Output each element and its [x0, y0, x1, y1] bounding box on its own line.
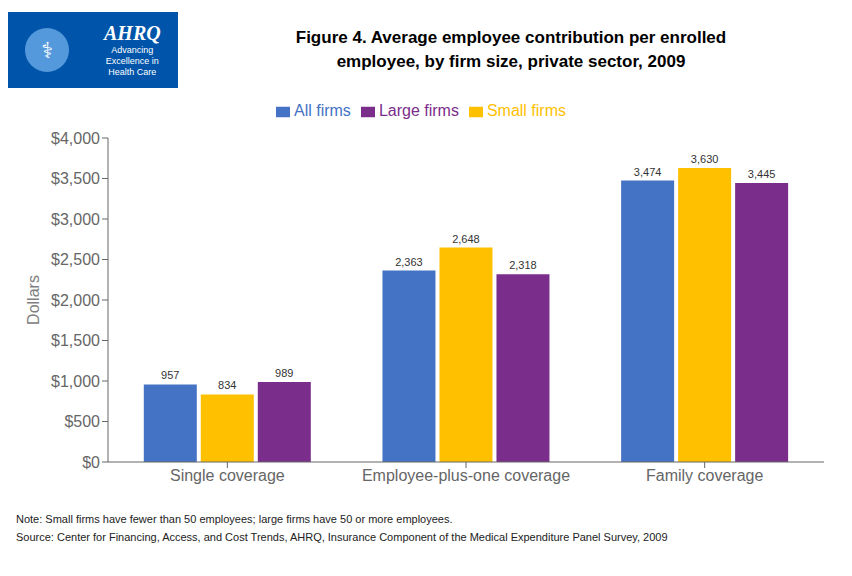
html-text:employee, by firm size, privat: employee, by firm size, private sector, … [336, 52, 686, 71]
svg-text:$4,000: $4,000 [51, 130, 100, 147]
svg-text:2,318: 2,318 [509, 259, 537, 271]
svg-text:Dollars: Dollars [25, 275, 42, 325]
svg-text:2,363: 2,363 [395, 256, 423, 268]
svg-text:3,445: 3,445 [748, 168, 776, 180]
html-text:Source: Center for Financing,: Source: Center for Financing, Access, an… [16, 531, 668, 543]
html-text:Note: Small firms have fewer t: Note: Small firms have fewer than 50 emp… [16, 513, 453, 525]
svg-text:3,630: 3,630 [691, 153, 719, 165]
html-text:Health Care: Health Care [108, 67, 157, 77]
html-text:Large firms: Large firms [378, 102, 459, 119]
svg-text:2,648: 2,648 [452, 233, 480, 245]
html-text:All firms: All firms [294, 102, 351, 119]
svg-text:Family coverage: Family coverage [646, 467, 763, 484]
svg-text:$3,500: $3,500 [51, 170, 100, 187]
html-text:Advancing: Advancing [111, 45, 154, 55]
svg-text:989: 989 [275, 367, 293, 379]
svg-text:834: 834 [218, 379, 236, 391]
html-text:Figure 4. Average employee con: Figure 4. Average employee contribution … [295, 28, 727, 47]
html-text:Excellence in: Excellence in [105, 56, 159, 66]
svg-text:$1,000: $1,000 [51, 373, 100, 390]
svg-text:$3,000: $3,000 [51, 211, 100, 228]
svg-text:$0: $0 [82, 454, 100, 471]
svg-text:$1,500: $1,500 [51, 332, 100, 349]
svg-text:$2,000: $2,000 [51, 292, 100, 309]
html-text:AHRQ: AHRQ [104, 22, 161, 44]
svg-text:$500: $500 [64, 413, 100, 430]
svg-text:957: 957 [161, 369, 179, 381]
html-text:Small firms: Small firms [486, 102, 566, 119]
svg-text:Employee-plus-one coverage: Employee-plus-one coverage [362, 467, 570, 484]
svg-text:Single coverage: Single coverage [170, 467, 285, 484]
svg-text:$2,500: $2,500 [51, 251, 100, 268]
svg-text:3,474: 3,474 [634, 166, 662, 178]
